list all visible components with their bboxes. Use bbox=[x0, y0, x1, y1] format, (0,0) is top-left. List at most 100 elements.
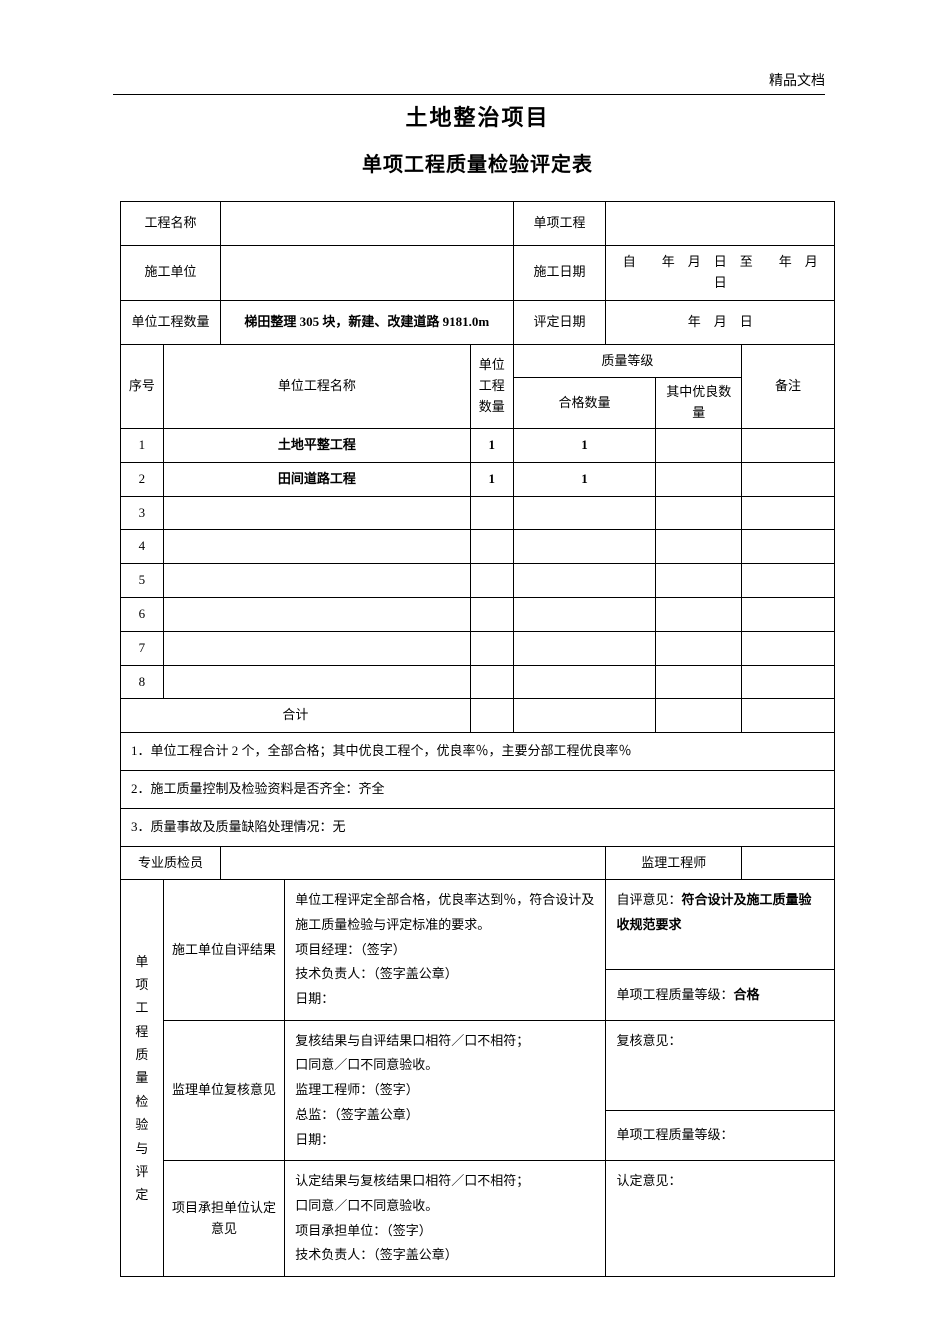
cell-excellent bbox=[656, 597, 742, 631]
note-row-3: 3．质量事故及质量缺陷处理情况：无 bbox=[121, 808, 835, 846]
cell-qty bbox=[470, 496, 513, 530]
cell-name bbox=[163, 631, 470, 665]
table-row: 8 bbox=[121, 665, 835, 699]
value-construction-unit bbox=[220, 246, 513, 301]
info-row-project-name: 工程名称 单项工程 bbox=[121, 202, 835, 246]
cell-name bbox=[163, 496, 470, 530]
note-2: 2．施工质量控制及检验资料是否齐全：齐全 bbox=[121, 770, 835, 808]
cell-qualified bbox=[513, 496, 656, 530]
cell-name: 土地平整工程 bbox=[163, 428, 470, 462]
label-construction-unit: 施工单位 bbox=[121, 246, 221, 301]
cell-seq: 3 bbox=[121, 496, 164, 530]
cell-qty bbox=[470, 665, 513, 699]
cell-name bbox=[163, 564, 470, 598]
cell-qualified bbox=[513, 564, 656, 598]
table-row: 4 bbox=[121, 530, 835, 564]
cell-excellent bbox=[656, 496, 742, 530]
note-1: 1．单位工程合计 2 个，全部合格；其中优良工程个，优良率％，主要分部工程优良率… bbox=[121, 733, 835, 771]
confirm-body: 认定结果与复核结果口相符／口不相符；口同意／口不同意验收。项目承担单位：（签字）… bbox=[285, 1161, 606, 1277]
note-row-1: 1．单位工程合计 2 个，全部合格；其中优良工程个，优良率％，主要分部工程优良率… bbox=[121, 733, 835, 771]
label-construction-date: 施工日期 bbox=[513, 246, 606, 301]
cell-name bbox=[163, 597, 470, 631]
cell-excellent bbox=[656, 665, 742, 699]
total-remark bbox=[742, 699, 835, 733]
total-excellent bbox=[656, 699, 742, 733]
inspector-label: 专业质检员 bbox=[121, 846, 221, 880]
cell-name bbox=[163, 665, 470, 699]
self-grade-value: 合格 bbox=[733, 987, 759, 1002]
value-single-project bbox=[606, 202, 835, 246]
self-grade-label: 单项工程质量等级： bbox=[616, 987, 733, 1002]
cell-remark bbox=[742, 496, 835, 530]
total-qualified bbox=[513, 699, 656, 733]
cell-qty: 1 bbox=[470, 428, 513, 462]
cell-excellent bbox=[656, 428, 742, 462]
cell-qty bbox=[470, 530, 513, 564]
review-grade: 单项工程质量等级： bbox=[606, 1110, 835, 1160]
note-row-2: 2．施工质量控制及检验资料是否齐全：齐全 bbox=[121, 770, 835, 808]
value-construction-date: 自 年 月 日 至 年 月 日 bbox=[606, 246, 835, 301]
table-row: 2 田间道路工程 1 1 bbox=[121, 462, 835, 496]
cell-remark bbox=[742, 564, 835, 598]
value-evaluation-date: 年 月 日 bbox=[606, 300, 835, 344]
inspector-value bbox=[220, 846, 606, 880]
self-eval-opinion: 自评意见：符合设计及施工质量验收规范要求 bbox=[606, 880, 835, 970]
header-excellent-count: 其中优良数量 bbox=[656, 378, 742, 429]
cell-name bbox=[163, 530, 470, 564]
review-opinion: 复核意见： bbox=[606, 1020, 835, 1110]
value-unit-count: 梯田整理 305 块，新建、改建道路 9181.0m bbox=[220, 300, 513, 344]
inspector-row: 专业质检员 监理工程师 bbox=[121, 846, 835, 880]
cell-seq: 1 bbox=[121, 428, 164, 462]
self-opinion-label: 自评意见： bbox=[616, 892, 681, 907]
table-row: 5 bbox=[121, 564, 835, 598]
cell-remark bbox=[742, 631, 835, 665]
header-remark: 备注 bbox=[742, 344, 835, 428]
total-label: 合计 bbox=[121, 699, 471, 733]
self-eval-row: 单项工程质量检验与评定 施工单位自评结果 单位工程评定全部合格，优良率达到％，符… bbox=[121, 880, 835, 970]
note-3: 3．质量事故及质量缺陷处理情况：无 bbox=[121, 808, 835, 846]
confirm-opinion: 认定意见： bbox=[606, 1161, 835, 1277]
self-eval-body: 单位工程评定全部合格，优良率达到％，符合设计及施工质量检验与评定标准的要求。项目… bbox=[285, 880, 606, 1020]
cell-seq: 2 bbox=[121, 462, 164, 496]
engineer-label: 监理工程师 bbox=[606, 846, 742, 880]
cell-seq: 8 bbox=[121, 665, 164, 699]
cell-remark bbox=[742, 665, 835, 699]
cell-remark bbox=[742, 597, 835, 631]
value-project-name bbox=[220, 202, 513, 246]
cell-remark bbox=[742, 462, 835, 496]
total-qty bbox=[470, 699, 513, 733]
review-body: 复核结果与自评结果口相符／口不相符；口同意／口不同意验收。监理工程师：（签字）总… bbox=[285, 1020, 606, 1160]
engineer-value bbox=[742, 846, 835, 880]
cell-qualified bbox=[513, 597, 656, 631]
title-line-1: 土地整治项目 bbox=[120, 100, 835, 132]
header-seq: 序号 bbox=[121, 344, 164, 428]
header-row-1: 序号 单位工程名称 单位工程数量 质量等级 备注 bbox=[121, 344, 835, 378]
cell-seq: 6 bbox=[121, 597, 164, 631]
review-row: 监理单位复核意见 复核结果与自评结果口相符／口不相符；口同意／口不同意验收。监理… bbox=[121, 1020, 835, 1110]
label-single-project: 单项工程 bbox=[513, 202, 606, 246]
cell-qualified bbox=[513, 665, 656, 699]
info-row-unit-count: 单位工程数量 梯田整理 305 块，新建、改建道路 9181.0m 评定日期 年… bbox=[121, 300, 835, 344]
cell-excellent bbox=[656, 462, 742, 496]
cell-qty bbox=[470, 564, 513, 598]
header-qualified-count: 合格数量 bbox=[513, 378, 656, 429]
cell-seq: 7 bbox=[121, 631, 164, 665]
header-unit-name: 单位工程名称 bbox=[163, 344, 470, 428]
evaluation-form-table: 工程名称 单项工程 施工单位 施工日期 自 年 月 日 至 年 月 日 单位工程… bbox=[120, 201, 835, 1277]
cell-excellent bbox=[656, 564, 742, 598]
info-row-construction-unit: 施工单位 施工日期 自 年 月 日 至 年 月 日 bbox=[121, 246, 835, 301]
cell-qualified: 1 bbox=[513, 428, 656, 462]
label-evaluation-date: 评定日期 bbox=[513, 300, 606, 344]
table-row: 6 bbox=[121, 597, 835, 631]
cell-qty bbox=[470, 597, 513, 631]
cell-remark bbox=[742, 530, 835, 564]
confirm-label: 项目承担单位认定意见 bbox=[163, 1161, 284, 1277]
cell-qty bbox=[470, 631, 513, 665]
table-row: 3 bbox=[121, 496, 835, 530]
header-quality-grade: 质量等级 bbox=[513, 344, 741, 378]
cell-name: 田间道路工程 bbox=[163, 462, 470, 496]
cell-qty: 1 bbox=[470, 462, 513, 496]
table-row: 1 土地平整工程 1 1 bbox=[121, 428, 835, 462]
total-row: 合计 bbox=[121, 699, 835, 733]
label-project-name: 工程名称 bbox=[121, 202, 221, 246]
